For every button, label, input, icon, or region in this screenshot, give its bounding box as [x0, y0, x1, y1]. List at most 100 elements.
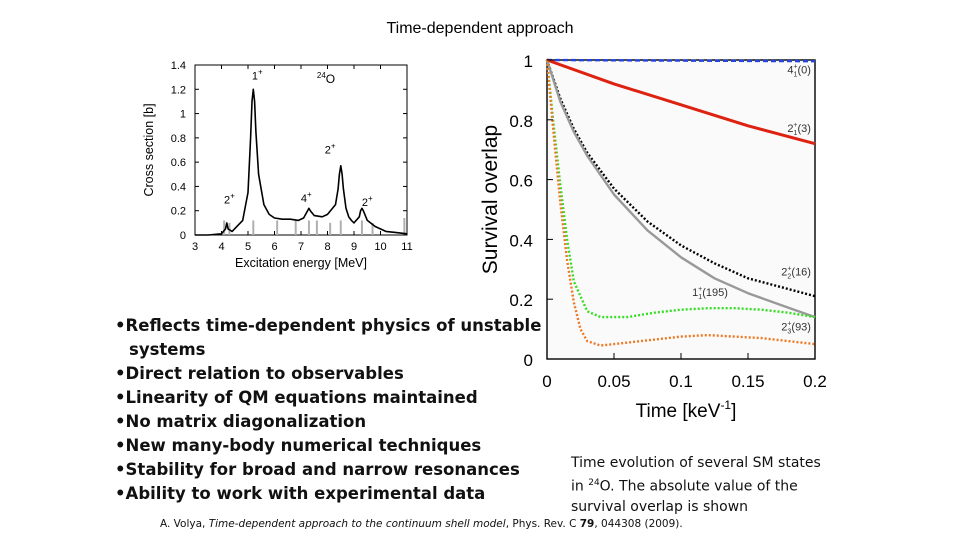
ref-authors: A. Volya,	[160, 518, 209, 530]
cross-section-chart: 3 4 5 6 7 8 9 10 11 0 0.2 0.4 0.6 0.8 1 1.2 1.4 Excitatio…	[142, 60, 413, 270]
series-label-parity: +	[698, 286, 702, 293]
y-tick-label: 1	[524, 52, 533, 71]
y-tick-label: 0.8	[171, 133, 186, 145]
series-label-spin: 2	[787, 123, 793, 135]
x-tick-label: 6	[271, 241, 277, 253]
plot-frame	[194, 64, 408, 236]
series-label-parity: +	[793, 122, 797, 129]
series-label-suffix: (16)	[791, 266, 811, 278]
series-line	[546, 58, 816, 146]
peak-parity: +	[258, 68, 263, 77]
series-label-parity: +	[787, 265, 791, 272]
y-tick-label: 0.4	[171, 181, 186, 193]
bullet-text: Ability to work with experimental data	[125, 484, 486, 503]
y-tick-label: 0.2	[171, 206, 186, 218]
feature-bullet-list: •Reflects time-dependent physics of unst…	[115, 314, 541, 506]
bullet-text: Linearity of QM equations maintained	[125, 388, 478, 407]
series-label-spin: 2	[781, 322, 787, 334]
x-axis-label-end: ]	[731, 401, 736, 422]
bullet-dot: •	[115, 316, 126, 335]
x-tick-label: 0.1	[669, 372, 693, 391]
caption-mass-number: 24	[588, 478, 600, 488]
nucleus-label: 24O	[317, 71, 335, 86]
y-tick-label: 0.8	[509, 112, 533, 131]
peak-spin: 2	[325, 145, 331, 157]
bullet-text-continuation: systems	[129, 340, 206, 359]
x-tick-label: 0.15	[731, 372, 764, 391]
ref-pages: , 044308 (2009).	[594, 518, 683, 530]
bullet-item: •No matrix diagonalization	[115, 410, 541, 434]
peak-label: 2+	[224, 191, 235, 206]
x-tick-label: 9	[351, 241, 357, 253]
series-label-index: 1	[794, 71, 798, 78]
bullet-item: •Reflects time-dependent physics of unst…	[115, 314, 541, 362]
y-tick-label: 1.4	[171, 60, 186, 72]
series-label-index: 2	[787, 273, 791, 280]
peak-spin: 1	[252, 71, 258, 83]
caption-line-2-pre: in	[571, 478, 589, 495]
bullet-item: •Linearity of QM equations maintained	[115, 386, 541, 410]
x-tick-label: 7	[298, 241, 304, 253]
y-tick-label: 0.6	[509, 172, 533, 191]
x-tick-label: 10	[374, 241, 386, 253]
bullet-text: Reflects time-dependent physics of unsta…	[125, 316, 542, 335]
series-label: 11+(195)	[692, 286, 728, 301]
x-tick-label: 0	[542, 372, 551, 391]
bullet-dot: •	[115, 364, 126, 383]
series-label-spin: 4	[787, 64, 793, 76]
y-tick-label: 0	[180, 230, 186, 242]
x-tick-label: 0.2	[803, 372, 827, 391]
series-label-index: 1	[698, 294, 702, 301]
bullet-dot: •	[115, 436, 126, 455]
peak-parity: +	[331, 142, 336, 151]
series-label-suffix: (3)	[798, 123, 811, 135]
bullet-dot: •	[115, 388, 126, 407]
bullet-text: Stability for broad and narrow resonance…	[125, 460, 520, 479]
cross-section-curve	[195, 88, 408, 236]
peak-spin: 4	[301, 193, 307, 205]
peak-label: 2+	[325, 142, 336, 157]
y-axis-label: Cross section [b]	[142, 103, 156, 196]
peak-parity: +	[307, 190, 312, 199]
x-tick-label: 0.05	[597, 372, 630, 391]
y-tick-label: 0.6	[171, 157, 186, 169]
ref-volume: 79	[579, 518, 595, 530]
bullet-dot: •	[115, 484, 126, 503]
x-tick-label: 3	[192, 241, 198, 253]
series-line	[545, 59, 816, 319]
series-line	[545, 59, 816, 347]
series-label-suffix: (93)	[791, 322, 811, 334]
reference-citation: A. Volya, Time-dependent approach to the…	[160, 518, 683, 530]
slide-title: Time-dependent approach	[386, 20, 574, 37]
bullet-item: •Direct relation to observables	[115, 362, 541, 386]
peak-label: 2+	[362, 194, 373, 209]
series-label-parity: +	[787, 321, 791, 328]
survival-overlap-chart: 0 0.05 0.1 0.15 0.2 0 0.2 0.4 0.6 0.8 1 Time [keV-1…	[479, 52, 827, 422]
caption-line-1: Time evolution of several SM states	[571, 455, 821, 471]
y-axis-label: Survival overlap	[479, 125, 502, 274]
series-label: 21+(3)	[787, 122, 811, 137]
x-axis-label-exponent: -1	[720, 398, 731, 412]
series-label-suffix: (0)	[798, 64, 811, 76]
bullet-dot: •	[115, 460, 126, 479]
y-tick-label: 1.2	[171, 84, 186, 96]
series-label-index: 1	[794, 130, 798, 137]
series-line	[545, 59, 816, 298]
series-line	[546, 58, 816, 63]
peak-parity: +	[230, 191, 235, 200]
peak-spin: 2	[224, 194, 230, 206]
figure-caption: Time evolution of several SM states in 2…	[571, 453, 821, 517]
peak-parity: +	[368, 194, 373, 203]
x-axis-label: Excitation energy [MeV]	[235, 256, 367, 270]
bullet-item: •Stability for broad and narrow resonanc…	[115, 458, 541, 482]
series-label-spin: 2	[781, 266, 787, 278]
bullet-text: Direct relation to observables	[125, 364, 404, 383]
ref-title: Time-dependent approach to the continuum…	[208, 518, 506, 530]
series-label-parity: +	[793, 63, 797, 70]
series-label-spin: 1	[692, 287, 698, 299]
plot-frame	[546, 59, 816, 360]
bullet-item: •New many-body numerical techniques	[115, 434, 541, 458]
x-tick-label: 8	[324, 241, 330, 253]
x-tick-label: 4	[218, 241, 224, 253]
x-tick-label: 11	[401, 241, 412, 253]
